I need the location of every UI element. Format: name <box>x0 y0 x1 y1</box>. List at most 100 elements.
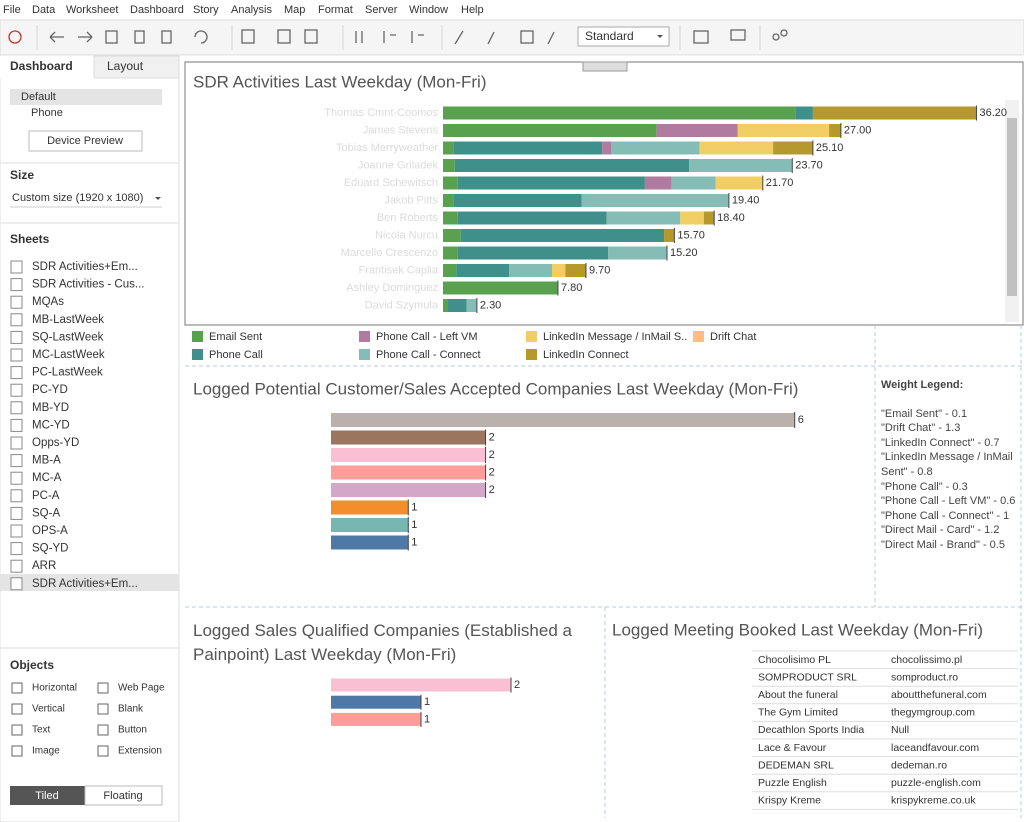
sheet-item[interactable]: PC-YD <box>32 384 68 396</box>
table-cell: Lace & Favour <box>758 742 827 754</box>
legend-swatch[interactable] <box>526 349 537 360</box>
view-mode-dropdown[interactable] <box>577 26 670 47</box>
bar-segment <box>680 211 704 225</box>
menu-item[interactable]: Analysis <box>231 4 272 16</box>
menu-item[interactable]: Data <box>32 4 56 16</box>
frame-handle[interactable] <box>582 61 628 72</box>
tab-label[interactable]: Layout <box>107 59 144 73</box>
bar-segment <box>454 159 690 172</box>
total-label: 21.70 <box>766 177 794 189</box>
legend-swatch[interactable] <box>359 331 370 342</box>
size-value[interactable]: Custom size (1920 x 1080) <box>12 192 143 204</box>
device-preview-button[interactable] <box>28 130 143 152</box>
legend-label[interactable]: Phone Call <box>209 349 263 361</box>
legend-swatch[interactable] <box>693 331 704 342</box>
legend-swatch[interactable] <box>192 331 203 342</box>
sheet-item[interactable]: ARR <box>32 560 56 572</box>
bar-segment <box>457 176 645 190</box>
sheet-icon <box>10 348 23 362</box>
bar-segment <box>443 159 455 172</box>
object-item[interactable]: Web Page <box>118 683 165 694</box>
bar <box>331 712 421 726</box>
device-item[interactable]: Phone <box>31 107 63 119</box>
object-icon <box>97 682 109 694</box>
legend-label[interactable]: Phone Call - Connect <box>376 349 481 361</box>
bar <box>331 695 421 709</box>
sheet-item[interactable]: SQ-A <box>32 507 60 519</box>
object-icon <box>11 724 23 736</box>
device-selected[interactable] <box>10 89 162 105</box>
legend-swatch[interactable] <box>192 349 203 360</box>
menu-item[interactable]: Story <box>193 4 219 16</box>
menu-item[interactable]: File <box>3 4 21 16</box>
sheet-item[interactable]: MB-A <box>32 455 61 467</box>
legend-swatch[interactable] <box>526 331 537 342</box>
total-label: 27.00 <box>844 124 872 136</box>
bar-segment <box>812 106 977 120</box>
bar <box>331 413 795 427</box>
tab-label[interactable]: Dashboard <box>10 59 73 73</box>
sheet-item[interactable]: PC-LastWeek <box>32 367 103 379</box>
sheet-item[interactable]: SDR Activities - Cus... <box>32 279 144 291</box>
bar-segment <box>737 124 830 137</box>
tab-inactive[interactable] <box>93 55 180 79</box>
object-item[interactable]: Blank <box>118 704 144 715</box>
menu-item[interactable]: Window <box>409 4 448 16</box>
sheet-item[interactable]: MB-YD <box>32 402 69 414</box>
menu-item[interactable]: Server <box>365 4 398 16</box>
legend-label[interactable]: Phone Call - Left VM <box>376 331 478 343</box>
sheet-item[interactable]: MB-LastWeek <box>32 314 104 326</box>
legend-label[interactable]: Email Sent <box>209 331 262 343</box>
sheet-item[interactable]: Opps-YD <box>32 437 79 449</box>
bar-segment <box>703 211 715 225</box>
sheet-icon <box>10 278 23 292</box>
value-label: 1 <box>424 713 430 725</box>
object-icon <box>97 703 109 715</box>
legend-swatch[interactable] <box>359 349 370 360</box>
tab-active[interactable] <box>0 56 94 78</box>
sheet-item[interactable]: MC-LastWeek <box>32 349 105 361</box>
floating-button[interactable] <box>84 785 163 806</box>
category-label: Tobias Merryweather <box>336 142 438 154</box>
tiled-button[interactable] <box>10 786 85 805</box>
menu-item[interactable]: Format <box>318 4 353 16</box>
legend-label[interactable]: LinkedIn Message / InMail S.. <box>543 331 687 343</box>
table-cell: The Gym Limited <box>758 707 838 719</box>
object-item[interactable]: Image <box>32 746 60 757</box>
table-cell: Chocolisimo PL <box>758 654 831 666</box>
sheet-item[interactable]: MQAs <box>32 296 64 308</box>
sheet-item[interactable]: MC-YD <box>32 419 70 431</box>
sidebar <box>0 54 180 822</box>
object-item[interactable]: Vertical <box>32 704 65 715</box>
menu-item[interactable]: Map <box>284 4 305 16</box>
bar-segment <box>443 141 454 155</box>
object-item[interactable]: Button <box>118 725 147 736</box>
legend-label[interactable]: Drift Chat <box>710 331 756 343</box>
sheet-item[interactable]: SDR Activities+Em... <box>32 578 138 590</box>
sheet-item[interactable]: PC-A <box>32 490 60 502</box>
object-item[interactable]: Horizontal <box>32 683 77 694</box>
bar-segment <box>565 264 586 277</box>
total-label: 2.30 <box>480 299 501 311</box>
total-label: 18.40 <box>717 212 745 224</box>
object-item[interactable]: Extension <box>118 746 162 757</box>
device-item[interactable]: Default <box>21 91 56 103</box>
menu-item[interactable]: Worksheet <box>66 4 118 16</box>
scrollbar-thumb[interactable] <box>1007 118 1017 296</box>
bar-segment <box>509 264 553 277</box>
menu-item[interactable]: Dashboard <box>130 4 184 16</box>
sheet-item[interactable]: MC-A <box>32 472 62 484</box>
bar-segment <box>611 141 700 155</box>
legend-label[interactable]: LinkedIn Connect <box>543 349 629 361</box>
category-label: Frantisek Caplia <box>359 264 439 276</box>
sheet-item[interactable]: OPS-A <box>32 525 68 537</box>
object-item[interactable]: Text <box>32 725 51 736</box>
bar-segment <box>443 229 461 242</box>
sheet-selected[interactable] <box>0 574 179 591</box>
sheet-item[interactable]: SDR Activities+Em... <box>32 261 138 273</box>
menu-item[interactable]: Help <box>461 4 484 16</box>
sheet-icon <box>10 366 23 380</box>
sheet-item[interactable]: SQ-YD <box>32 543 68 555</box>
bar-segment <box>829 124 841 137</box>
sheet-item[interactable]: SQ-LastWeek <box>32 331 104 343</box>
